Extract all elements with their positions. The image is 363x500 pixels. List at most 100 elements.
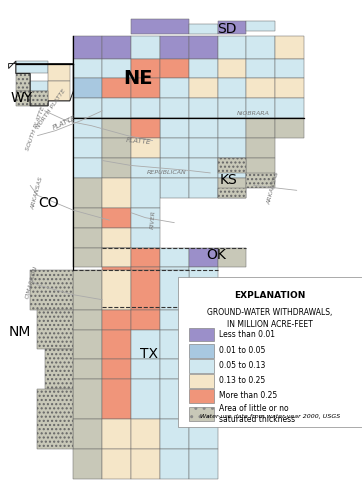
Polygon shape [246,173,275,188]
Bar [189,407,214,421]
Text: CO: CO [38,196,58,210]
Polygon shape [160,360,189,380]
Polygon shape [160,158,189,178]
Polygon shape [102,268,131,287]
Polygon shape [131,118,160,138]
Polygon shape [131,138,160,158]
Polygon shape [160,248,189,268]
Polygon shape [73,248,102,268]
Polygon shape [189,178,217,198]
Polygon shape [189,380,217,419]
Polygon shape [30,81,48,91]
Polygon shape [131,208,160,228]
Polygon shape [189,36,217,59]
Polygon shape [160,118,189,138]
Polygon shape [73,178,102,208]
Polygon shape [16,61,48,74]
Text: NIOBRARA: NIOBRARA [237,111,270,116]
Polygon shape [37,389,73,449]
Text: ARKANSAS: ARKANSAS [30,176,44,210]
Polygon shape [16,91,30,106]
Polygon shape [73,118,102,138]
Polygon shape [73,58,102,78]
Polygon shape [131,158,160,178]
Text: Area of little or no
saturated thickness: Area of little or no saturated thickness [219,404,295,424]
Text: PLATTE: PLATTE [126,136,151,144]
Polygon shape [160,178,189,198]
Polygon shape [217,98,246,118]
Polygon shape [102,380,131,419]
Text: OK: OK [206,248,226,262]
Text: PLATTE: PLATTE [52,115,77,132]
Polygon shape [246,118,275,138]
Polygon shape [160,78,189,98]
Text: REPUBLICAN: REPUBLICAN [147,170,187,175]
Text: CIMARRON: CIMARRON [25,265,39,300]
Polygon shape [131,248,160,268]
Polygon shape [275,58,304,78]
Polygon shape [160,310,189,330]
Polygon shape [102,178,131,208]
Polygon shape [131,268,160,287]
Text: TX: TX [140,348,158,362]
Polygon shape [73,98,102,118]
Polygon shape [73,330,102,360]
Polygon shape [217,158,246,173]
Polygon shape [217,248,246,268]
Polygon shape [275,78,304,98]
Polygon shape [73,380,102,419]
Text: KS: KS [220,174,237,188]
Bar [189,388,214,402]
Bar [189,328,214,342]
Polygon shape [275,36,304,59]
Polygon shape [160,138,189,158]
Polygon shape [102,98,131,118]
Polygon shape [73,78,102,98]
Polygon shape [189,118,217,138]
Polygon shape [189,268,217,287]
Polygon shape [217,178,246,198]
Polygon shape [102,158,131,178]
Text: WY: WY [10,92,32,106]
Polygon shape [246,22,275,31]
Polygon shape [73,158,102,178]
Polygon shape [102,310,131,330]
Polygon shape [275,118,304,138]
Polygon shape [48,81,70,101]
Polygon shape [102,248,131,268]
Polygon shape [160,380,189,419]
Polygon shape [131,288,160,307]
Text: 0.01 to 0.05: 0.01 to 0.05 [219,346,266,356]
Polygon shape [217,158,246,178]
Text: EXPLANATION: EXPLANATION [234,292,305,300]
Polygon shape [131,419,160,449]
Polygon shape [131,98,160,118]
Polygon shape [246,158,275,178]
Polygon shape [275,98,304,118]
Polygon shape [73,449,102,478]
Polygon shape [73,360,102,380]
Text: Water-use data from water-year 2000, USGS: Water-use data from water-year 2000, USG… [200,414,340,419]
Text: More than 0.25: More than 0.25 [219,391,278,400]
Polygon shape [246,138,275,158]
Text: RIVER: RIVER [149,210,156,229]
Polygon shape [189,78,217,98]
Polygon shape [131,36,160,59]
Text: NM: NM [8,325,30,339]
Polygon shape [217,188,246,198]
Text: 0.05 to 0.13: 0.05 to 0.13 [219,362,266,370]
Polygon shape [246,36,275,59]
Polygon shape [160,58,189,78]
Polygon shape [73,228,102,248]
FancyBboxPatch shape [178,278,362,426]
Polygon shape [189,288,217,307]
Polygon shape [102,208,131,228]
Polygon shape [246,58,275,78]
Polygon shape [131,178,160,198]
Polygon shape [48,64,70,81]
Polygon shape [131,19,189,34]
Polygon shape [30,91,48,106]
Text: SOUTH PLATTE: SOUTH PLATTE [25,106,46,151]
Polygon shape [131,330,160,360]
Polygon shape [217,118,246,138]
